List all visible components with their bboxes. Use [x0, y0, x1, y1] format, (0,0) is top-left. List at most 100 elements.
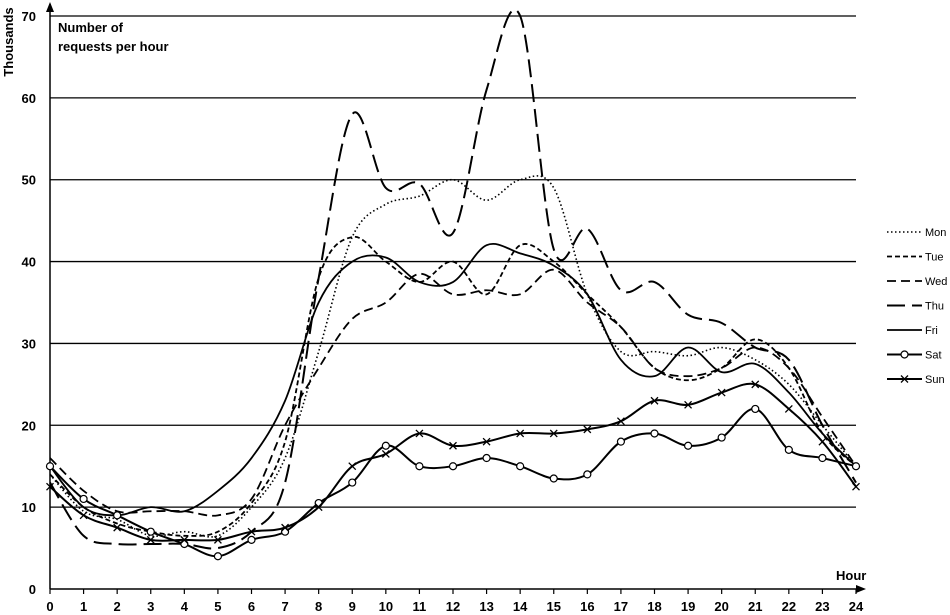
series-sat — [45, 404, 861, 561]
legend-item-sun: Sun — [887, 374, 945, 386]
x-tick-label-16: 16 — [580, 599, 594, 614]
series-line-tue — [49, 236, 857, 537]
y-tick-label-0: 0 — [29, 582, 36, 597]
point-sat-5 — [213, 552, 223, 561]
legend-item-mon: Mon — [887, 227, 946, 239]
chart-title-line-2: requests per hour — [58, 39, 169, 54]
x-tick-label-22: 22 — [782, 599, 796, 614]
x-tick-label-4: 4 — [181, 599, 189, 614]
y-tick-label-40: 40 — [22, 255, 36, 270]
point-sun-14 — [516, 429, 525, 438]
point-sat-20 — [717, 433, 726, 442]
legend-label-mon: Mon — [925, 227, 946, 239]
x-tick-label-0: 0 — [46, 599, 53, 614]
series-mon — [49, 175, 857, 538]
point-sat-16 — [583, 470, 592, 479]
x-tick-label-8: 8 — [315, 599, 322, 614]
x-tick-label-18: 18 — [647, 599, 661, 614]
y-tick-label-50: 50 — [22, 173, 36, 188]
legend-label-fri: Fri — [925, 325, 938, 337]
series-line-mon — [49, 175, 857, 538]
legend: Mon Tue Wed Thu Fri Sat Sun — [887, 227, 947, 386]
x-tick-label-17: 17 — [614, 599, 628, 614]
point-sun-4 — [180, 535, 189, 544]
x-tick-labels: 0 1 2 3 4 5 6 7 8 9 10 11 12 13 14 15 16 17 18 19 20 21 22 23 24 — [46, 589, 864, 614]
legend-marker-sat — [900, 350, 909, 359]
series-tue — [49, 236, 857, 537]
x-tick-label-21: 21 — [748, 599, 762, 614]
series-thu — [49, 8, 857, 550]
point-sun-16 — [583, 425, 592, 434]
series-sun — [46, 380, 860, 544]
legend-label-sun: Sun — [925, 374, 945, 386]
point-sun-13 — [482, 437, 491, 446]
point-sat-22 — [784, 445, 793, 454]
chart-title-line-1: Number of — [58, 20, 124, 35]
x-tick-label-5: 5 — [214, 599, 221, 614]
legend-label-wed: Wed — [925, 276, 947, 288]
point-sat-18 — [650, 429, 659, 438]
x-axis-title: Hour — [836, 568, 866, 583]
y-tick-label-30: 30 — [22, 336, 36, 351]
y-tick-label-70: 70 — [22, 9, 36, 24]
legend-marker-sun — [900, 375, 909, 383]
x-tick-label-3: 3 — [147, 599, 154, 614]
point-sun-18 — [650, 396, 659, 405]
point-sun-23 — [818, 437, 827, 446]
point-sun-9 — [348, 462, 357, 471]
point-sat-9 — [348, 478, 357, 487]
point-sat-11 — [415, 462, 424, 471]
point-sat-23 — [818, 453, 827, 463]
legend-label-tue: Tue — [925, 252, 944, 264]
y-tick-label-20: 20 — [22, 418, 36, 433]
point-sat-19 — [683, 441, 693, 450]
point-sat-0 — [45, 462, 55, 471]
series-wed — [49, 268, 857, 517]
x-tick-label-13: 13 — [479, 599, 493, 614]
gridlines — [50, 15, 856, 508]
legend-item-tue: Tue — [887, 252, 944, 264]
x-tick-label-15: 15 — [547, 599, 561, 614]
point-sun-19 — [684, 400, 693, 409]
point-sun-1 — [79, 511, 88, 520]
point-sat-14 — [516, 462, 525, 471]
point-sat-15 — [549, 474, 558, 483]
point-sun-0 — [46, 482, 54, 491]
x-tick-label-23: 23 — [815, 599, 829, 614]
point-sat-13 — [482, 453, 491, 463]
x-tick-label-24: 24 — [849, 599, 864, 614]
legend-item-wed: Wed — [887, 276, 947, 288]
point-sun-3 — [146, 535, 155, 544]
y-tick-labels: 0 10 20 30 40 50 60 70 — [22, 9, 36, 597]
point-sat-10 — [381, 441, 390, 450]
x-tick-label-12: 12 — [446, 599, 460, 614]
y-axis-title: Thousands — [1, 7, 16, 76]
legend-label-thu: Thu — [925, 301, 944, 313]
point-sun-7 — [281, 523, 290, 532]
series-fri — [49, 243, 857, 517]
x-tick-label-19: 19 — [681, 599, 695, 614]
y-tick-label-10: 10 — [22, 500, 36, 515]
point-sat-12 — [448, 462, 458, 471]
point-sun-10 — [381, 449, 390, 458]
x-tick-label-6: 6 — [248, 599, 255, 614]
x-tick-label-20: 20 — [714, 599, 728, 614]
x-tick-label-11: 11 — [413, 599, 427, 614]
point-sat-3 — [146, 527, 155, 536]
series-lines — [45, 8, 861, 561]
axes — [46, 2, 866, 593]
x-axis-arrow-icon — [856, 585, 866, 593]
point-sun-20 — [717, 388, 726, 397]
x-tick-label-10: 10 — [379, 599, 393, 614]
x-tick-label-14: 14 — [513, 599, 528, 614]
point-sat-6 — [247, 535, 256, 544]
x-tick-label-7: 7 — [281, 599, 288, 614]
series-line-fri — [49, 243, 857, 517]
point-sun-24 — [852, 482, 860, 491]
point-sat-24 — [851, 462, 861, 471]
point-sun-21 — [751, 380, 760, 389]
x-tick-label-9: 9 — [349, 599, 356, 614]
point-sun-5 — [213, 535, 222, 544]
legend-item-fri: Fri — [887, 325, 938, 337]
